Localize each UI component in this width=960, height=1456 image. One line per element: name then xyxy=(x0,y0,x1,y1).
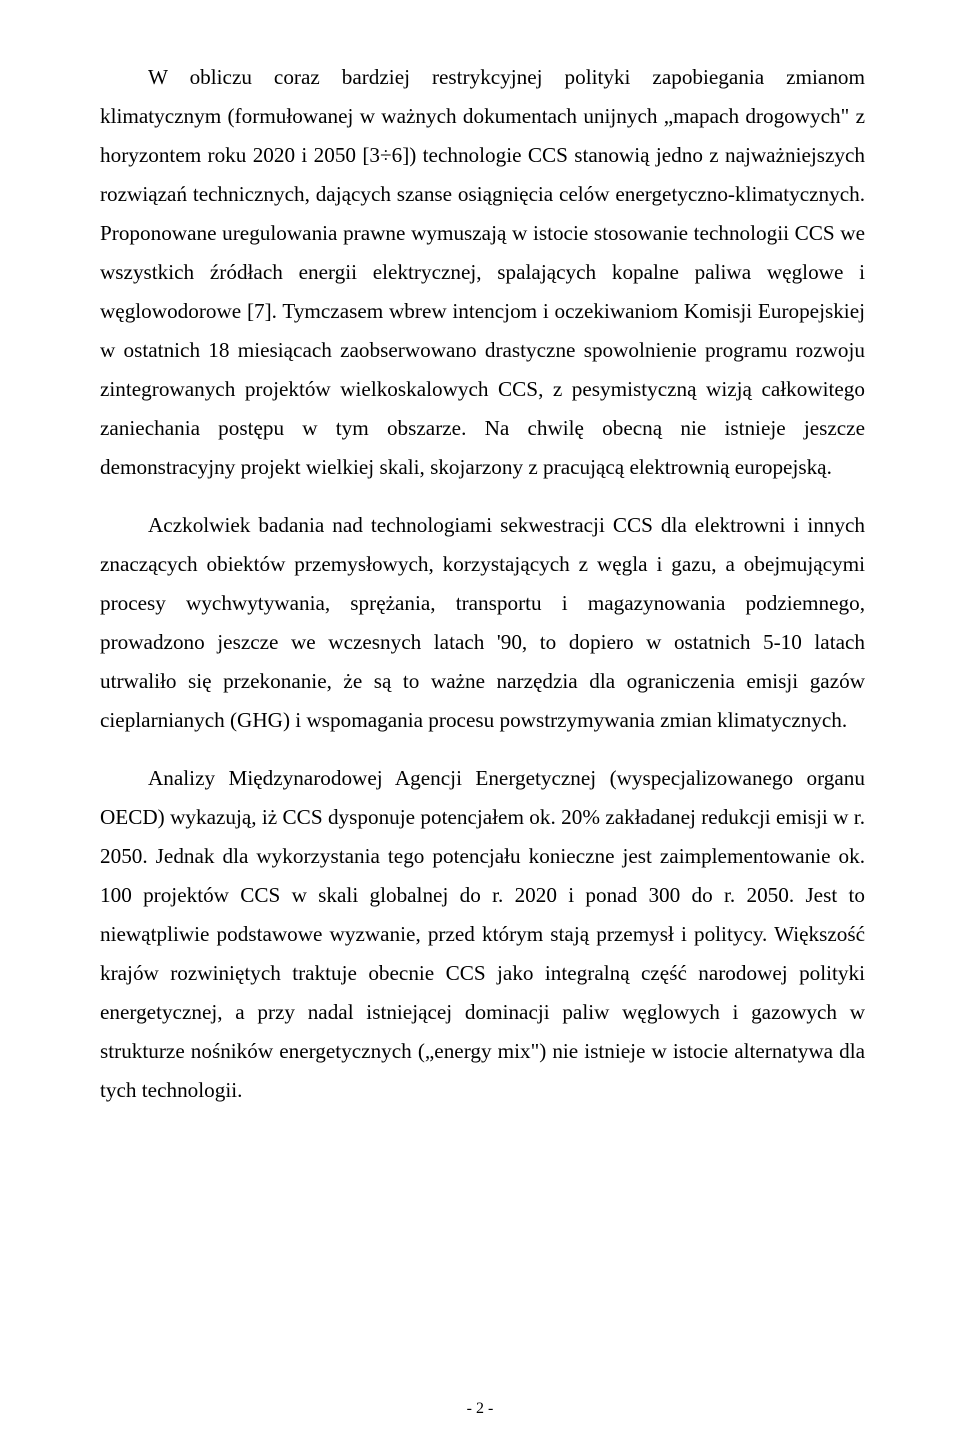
paragraph-3: Analizy Międzynarodowej Agencji Energety… xyxy=(100,759,865,1110)
paragraph-1: W obliczu coraz bardziej restrykcyjnej p… xyxy=(100,58,865,487)
paragraph-2: Aczkolwiek badania nad technologiami sek… xyxy=(100,506,865,740)
document-page: W obliczu coraz bardziej restrykcyjnej p… xyxy=(0,0,960,1456)
page-number: - 2 - xyxy=(0,1400,960,1418)
